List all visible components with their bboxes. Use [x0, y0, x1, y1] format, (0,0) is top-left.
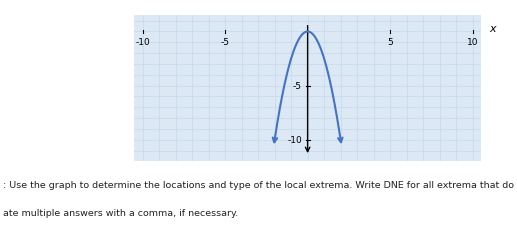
- Text: -5: -5: [293, 82, 302, 91]
- Text: -10: -10: [287, 136, 302, 145]
- Text: : Use the graph to determine the locations and type of the local extrema. Write : : Use the graph to determine the locatio…: [3, 180, 517, 189]
- Text: 10: 10: [467, 38, 478, 47]
- Text: x: x: [489, 24, 496, 34]
- Text: -5: -5: [221, 38, 230, 47]
- Text: -10: -10: [135, 38, 150, 47]
- Text: 5: 5: [387, 38, 393, 47]
- Text: ate multiple answers with a comma, if necessary.: ate multiple answers with a comma, if ne…: [3, 208, 238, 217]
